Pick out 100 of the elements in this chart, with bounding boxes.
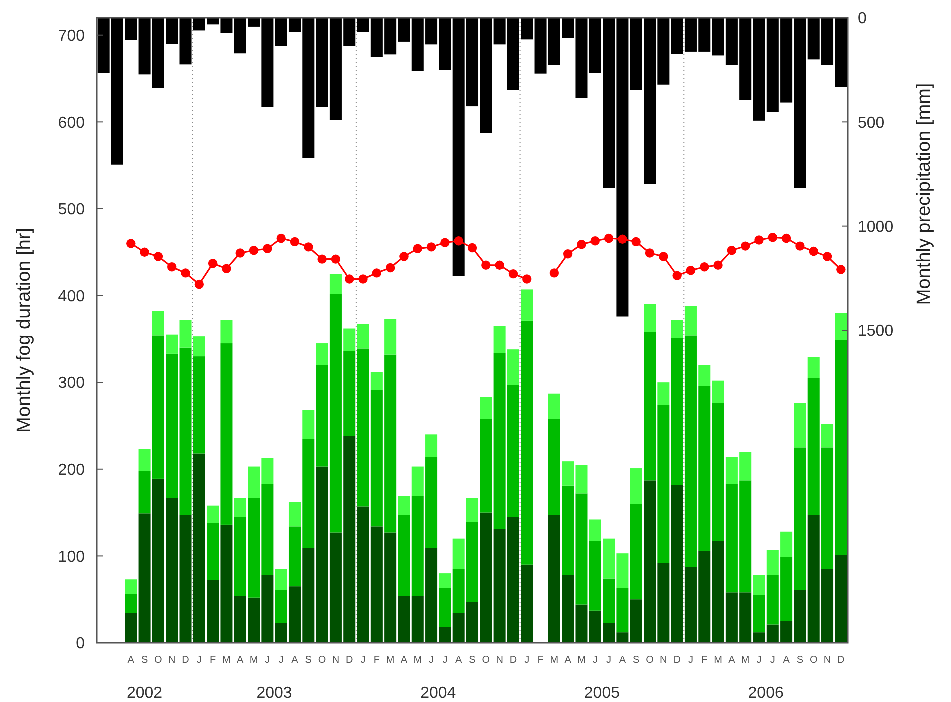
point xyxy=(768,233,778,242)
x-tick-label: F xyxy=(702,655,708,666)
point xyxy=(686,266,696,276)
y2-tick-label: 1000 xyxy=(858,218,894,236)
y-axis-title: Monthly fog duration [hr] xyxy=(14,228,35,433)
bar xyxy=(753,575,766,596)
point xyxy=(358,274,368,284)
point xyxy=(454,236,464,246)
point xyxy=(550,268,560,278)
x-tick-label: M xyxy=(578,655,586,666)
x-tick-label: N xyxy=(332,655,340,666)
bar xyxy=(370,372,383,390)
x-tick-label: F xyxy=(210,655,216,666)
bar xyxy=(275,590,288,624)
x-tick-label: O xyxy=(646,655,654,666)
x-tick-label: O xyxy=(318,655,326,666)
y2-tick-label: 0 xyxy=(858,10,867,28)
point xyxy=(604,234,614,244)
x-tick-label: O xyxy=(482,655,490,666)
bar xyxy=(412,466,424,496)
x-tick-label: A xyxy=(292,655,299,666)
point xyxy=(672,271,682,280)
text: 2006 xyxy=(748,685,784,702)
x-tick-label: J xyxy=(442,655,448,666)
point xyxy=(345,274,354,284)
point xyxy=(577,240,586,250)
x-tick-label: J xyxy=(606,655,612,666)
bar xyxy=(480,419,492,513)
bar xyxy=(658,382,670,406)
point xyxy=(659,252,668,262)
x-tick-label: A xyxy=(456,655,463,666)
bar xyxy=(330,274,342,294)
x-tick-label: S xyxy=(141,655,148,666)
bar xyxy=(316,344,328,366)
point xyxy=(508,269,518,279)
point xyxy=(468,243,478,253)
point xyxy=(181,268,190,278)
bar xyxy=(466,498,479,522)
x-tick-label: O xyxy=(154,655,163,666)
point xyxy=(714,260,723,270)
bar xyxy=(439,574,452,588)
bar xyxy=(712,380,724,404)
bar xyxy=(138,449,151,472)
point xyxy=(249,246,259,256)
x-tick-label: J xyxy=(429,655,434,666)
y-tick-label: 0 xyxy=(76,636,86,653)
point xyxy=(836,265,846,274)
x-tick-label: M xyxy=(714,655,722,666)
point xyxy=(236,248,245,258)
x-tick-label: M xyxy=(414,655,422,666)
point xyxy=(727,246,737,256)
point xyxy=(700,262,710,272)
bar xyxy=(207,506,220,524)
x-tick-label: D xyxy=(182,655,190,666)
x-tick-label: A xyxy=(564,655,572,666)
bar xyxy=(125,594,138,614)
x-tick-label: N xyxy=(660,655,668,666)
x-tick-label: M xyxy=(250,655,258,666)
point xyxy=(482,260,491,270)
x-tick-label: S xyxy=(796,655,804,666)
x-tick-label: A xyxy=(237,655,244,666)
point xyxy=(290,237,300,247)
x-tick-label: A xyxy=(128,655,135,666)
y2-axis-title: Monthly precipitation [mm] xyxy=(914,83,935,306)
x-tick-label: N xyxy=(824,655,832,666)
text: 2003 xyxy=(256,685,292,702)
x-tick-label: J xyxy=(688,655,694,666)
x-tick-label: S xyxy=(633,655,640,666)
bar xyxy=(357,324,370,349)
x-tick-label: D xyxy=(838,655,845,666)
x-tick-label: A xyxy=(783,655,790,666)
x-tick-label: S xyxy=(305,655,312,666)
point xyxy=(263,244,272,254)
x-tick-label: J xyxy=(770,655,776,666)
x-tick-label: A xyxy=(619,655,626,666)
y-tick-label: 600 xyxy=(58,114,86,132)
y-tick-label: 700 xyxy=(58,28,86,45)
point xyxy=(208,259,218,268)
x-tick-label: A xyxy=(400,655,408,666)
bar xyxy=(630,468,642,504)
text: 2005 xyxy=(584,685,620,702)
bar xyxy=(644,304,656,332)
y-tick-label: 500 xyxy=(58,202,86,219)
x-tick-label: D xyxy=(510,655,518,666)
point xyxy=(782,234,792,244)
point xyxy=(194,280,204,290)
point xyxy=(632,237,641,247)
point xyxy=(618,234,628,244)
y-tick-label: 400 xyxy=(58,288,86,306)
y-tick-label: 300 xyxy=(58,375,86,392)
bar xyxy=(398,496,410,516)
x-tick-label: J xyxy=(524,655,530,666)
x-tick-label: J xyxy=(756,655,762,666)
point xyxy=(222,264,232,274)
point xyxy=(645,248,655,258)
point xyxy=(809,246,818,256)
bar xyxy=(288,502,301,527)
x-tick-label: D xyxy=(674,655,681,666)
bar xyxy=(630,504,642,600)
x-tick-label: J xyxy=(196,655,202,666)
